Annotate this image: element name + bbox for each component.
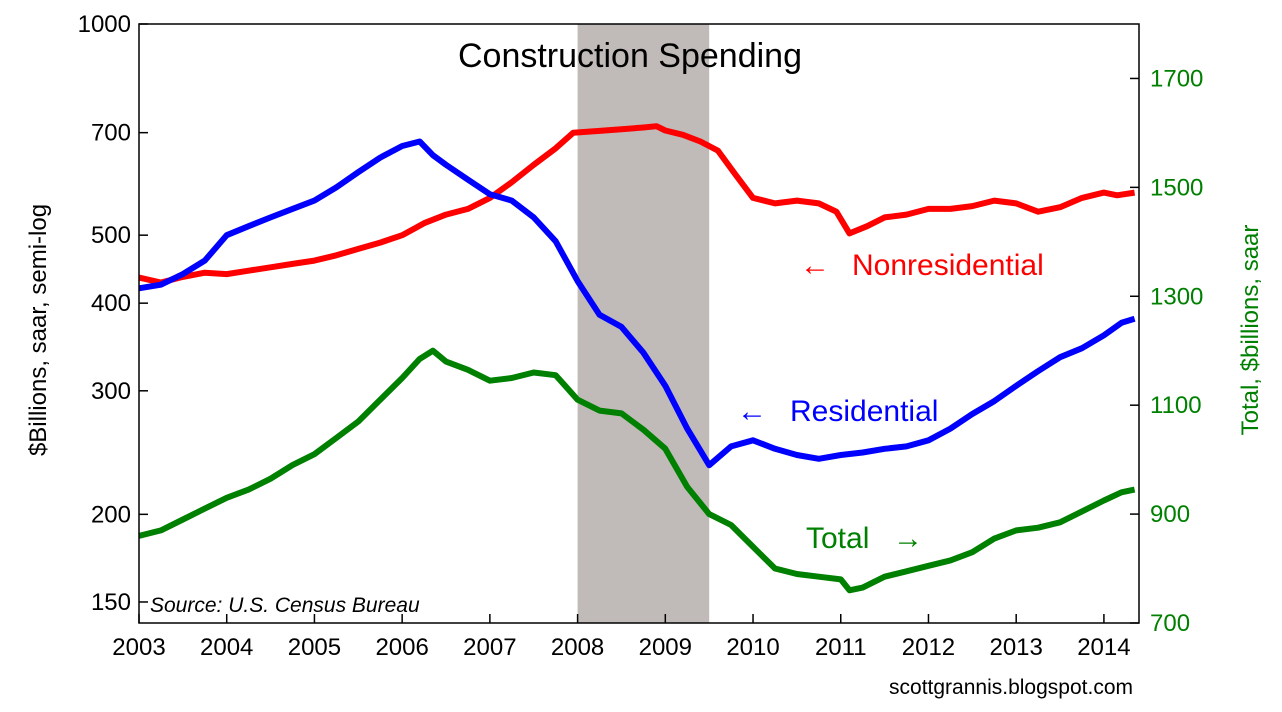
right-axis: 700 900 1100 1300 1500 1700 [1130,65,1203,637]
y-left-axis-title: $Billions, saar, semi-log [25,204,52,456]
total-label: Total [806,522,869,555]
recession-band [577,24,710,623]
x-tick-label: 2004 [200,634,253,661]
x-tick-label: 2014 [1077,634,1130,661]
y-right-axis-title: Total, $billions, saar [1237,225,1264,436]
x-tick-label: 2006 [375,634,428,661]
y-right-tick-label: 1500 [1150,174,1203,201]
y-left-tick-label: 150 [91,589,131,616]
x-tick-label: 2003 [112,634,165,661]
x-tick-label: 2013 [989,634,1042,661]
residential-label: Residential [790,395,938,428]
series-line-nonresidential [138,123,1136,286]
x-axis: 2003 2004 2005 2006 2007 2008 2009 2010 2011 2012… [112,614,1131,661]
label-residential: ← Residential [737,395,938,428]
y-right-tick-label: 700 [1150,610,1190,637]
blog-credit: scottgrannis.blogspot.com [889,676,1133,699]
label-nonresidential: ← Nonresidential [800,249,1044,282]
plot-frame [138,23,1140,624]
x-tick-label: 2005 [288,634,341,661]
series-line-total [138,347,1136,594]
left-axis: 150 200 300 400 500 700 1000 [78,11,148,616]
y-left-tick-label: 700 [91,120,131,147]
residential-arrow: ← [737,395,767,428]
x-tick-label: 2011 [815,634,867,661]
nonresidential-label: Nonresidential [852,249,1044,282]
source-note: Source: U.S. Census Bureau [150,594,420,617]
x-tick-label: 2008 [551,634,604,661]
y-left-tick-label: 200 [91,501,131,528]
nonresidential-arrow: ← [800,249,830,282]
x-tick-label: 2007 [463,634,516,661]
y-left-tick-label: 300 [91,378,131,405]
y-left-tick-label: 500 [91,222,131,249]
y-left-tick-label: 1000 [78,11,131,38]
label-total: Total → [806,522,923,555]
x-tick-label: 2009 [639,634,692,661]
y-right-tick-label: 1300 [1150,283,1203,310]
series-line-residential [138,138,1136,469]
y-left-tick-label: 400 [91,290,131,317]
y-right-tick-label: 1100 [1150,392,1202,419]
total-arrow: → [893,522,923,555]
chart-title: Construction Spending [458,37,802,75]
series-layer [138,123,1136,594]
x-tick-label: 2010 [726,634,779,661]
y-right-tick-label: 900 [1150,501,1190,528]
y-right-tick-label: 1700 [1150,65,1203,92]
x-tick-label: 2012 [902,634,955,661]
